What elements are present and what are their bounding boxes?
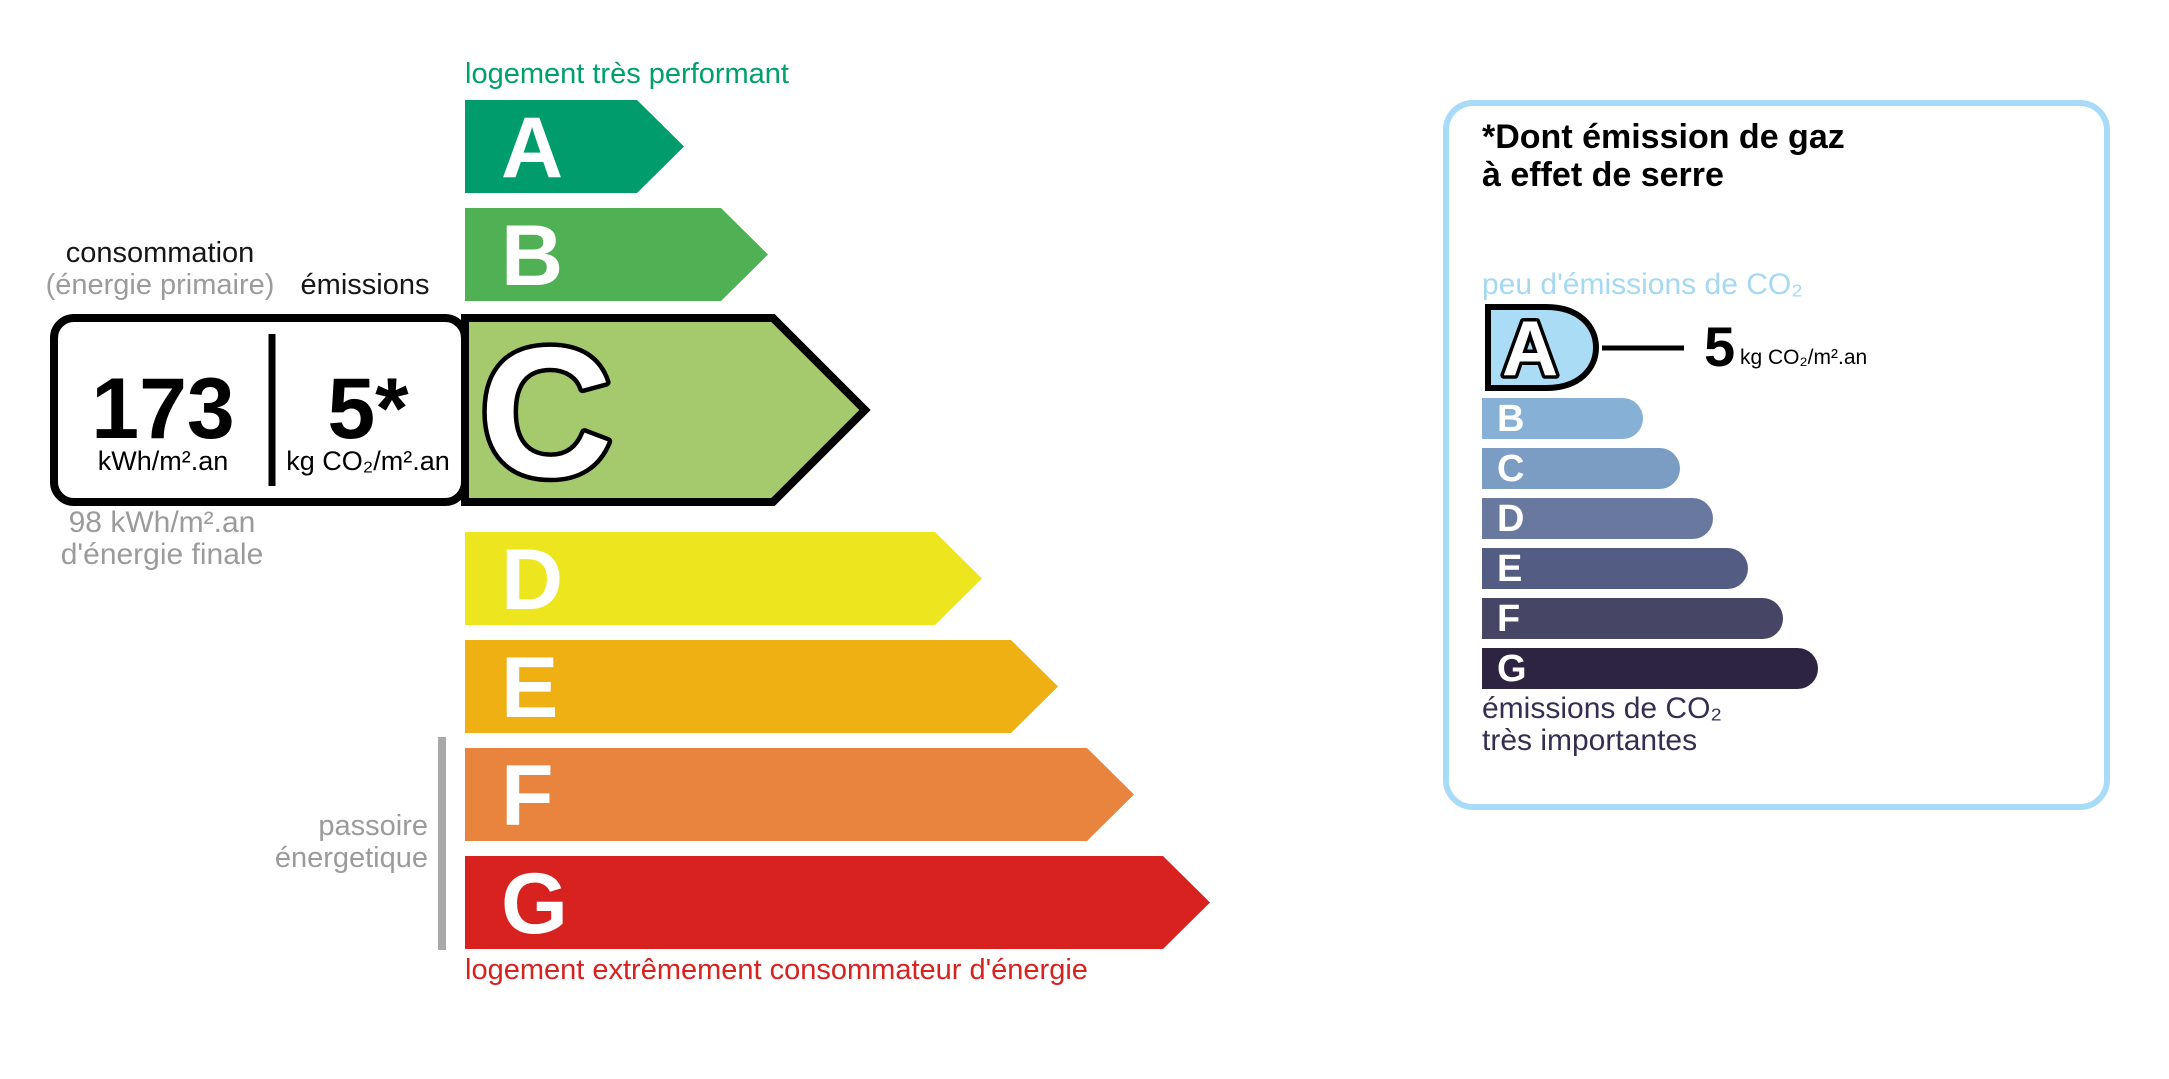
passoire-label: passoire énergetique [200, 810, 428, 874]
energy-scale-top-label: logement très performant [465, 58, 789, 90]
energy-class-letter-G: G [501, 856, 568, 952]
consumption-unit: kWh/m².an [98, 446, 229, 476]
energy-class-arrow-G: G [465, 856, 1210, 949]
consumption-header: consommation [65, 237, 255, 269]
final-energy-caption: d'énergie finale [60, 538, 264, 571]
co2-rating-letter: A [1502, 304, 1558, 392]
co2-value: 5 [1704, 315, 1735, 378]
co2-class-letter-D: D [1497, 498, 1525, 540]
consumption-emissions-box [50, 314, 469, 506]
passoire-line1: passoire [318, 810, 428, 842]
energy-class-letter-D: D [501, 532, 564, 628]
emissions-unit: kg CO₂/m².an [286, 446, 450, 476]
energy-class-letter-B: B [501, 208, 564, 304]
consumption-value: 173 [91, 361, 235, 457]
co2-class-letter-G: G [1497, 648, 1527, 690]
rating-letter: C [479, 310, 613, 510]
co2-rating-row: A 5 kg CO₂/m².an [1485, 301, 1867, 396]
co2-high-emissions-line2: très importantes [1482, 724, 1698, 757]
co2-class-letter-E: E [1497, 548, 1523, 590]
energy-class-arrow-A: A [465, 100, 684, 193]
co2-class-bar-G: G [1482, 648, 1818, 690]
co2-class-bar-F: F [1482, 598, 1783, 640]
co2-high-emissions-line1: émissions de CO₂ [1482, 692, 1723, 725]
co2-rating-arrow [1485, 304, 1600, 391]
passoire-line2: énergetique [274, 842, 428, 874]
energy-class-letter-F: F [501, 748, 554, 844]
energy-class-letter-E: E [501, 640, 559, 736]
co2-class-bar-B: B [1482, 398, 1643, 440]
energy-scale-bottom-label: logement extrêmement consommateur d'éner… [465, 954, 1088, 986]
passoire-bracket-bar [438, 737, 446, 950]
current-rating-row: 173 kWh/m².an 5* kg CO₂/m².an C [50, 310, 871, 510]
energy-class-arrow-B: B [465, 208, 768, 301]
primary-energy-header: (énergie primaire) [45, 269, 275, 301]
emissions-value: 5* [327, 361, 409, 457]
final-energy-value: 98 kWh/m².an [68, 506, 256, 539]
co2-panel-title-line2: à effet de serre [1482, 156, 1724, 194]
co2-class-bar-E: E [1482, 548, 1748, 590]
energy-class-letter-A: A [501, 100, 564, 196]
emissions-header: émissions [300, 269, 430, 301]
co2-unit: kg CO₂/m².an [1740, 346, 1867, 369]
co2-panel-title-line1: *Dont émission de gaz [1482, 118, 1845, 156]
energy-class-arrow-F: F [465, 748, 1134, 841]
co2-class-bar-C: C [1482, 448, 1680, 490]
energy-class-arrow-D: D [465, 532, 982, 625]
energy-class-arrow-E: E [465, 640, 1058, 733]
co2-low-emissions-label: peu d'émissions de CO₂ [1482, 268, 1803, 301]
co2-class-letter-C: C [1497, 448, 1525, 490]
co2-class-bar-D: D [1482, 498, 1713, 540]
co2-class-letter-B: B [1497, 398, 1525, 440]
co2-class-letter-F: F [1497, 598, 1521, 640]
